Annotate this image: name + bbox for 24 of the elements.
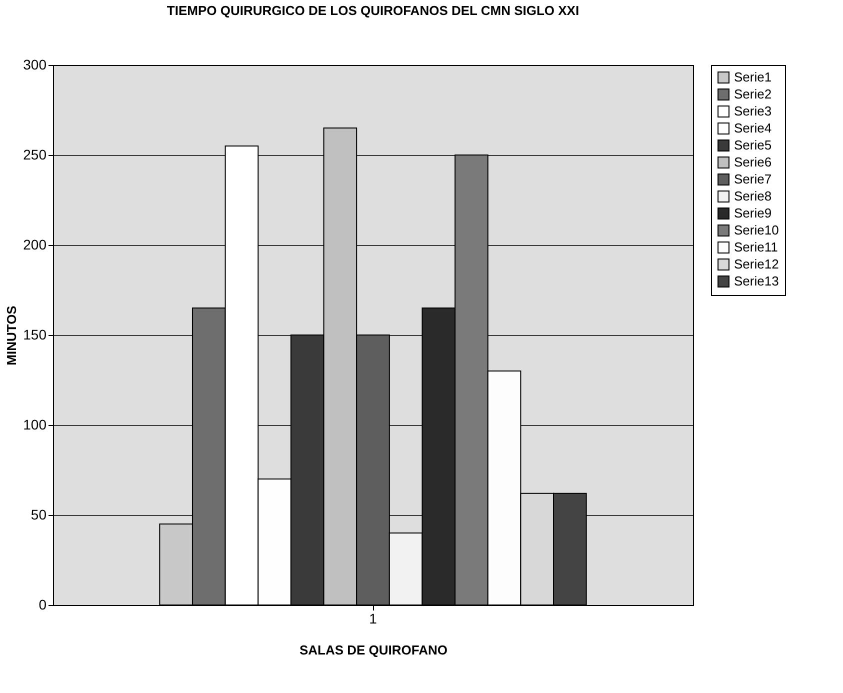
y-axis-title: MINUTOS [4,305,20,366]
legend-label: Serie4 [734,120,772,136]
y-tick-label: 150 [23,326,47,342]
y-tick-label: 300 [23,56,47,72]
legend-label: Serie13 [734,274,779,288]
legend-label: Serie9 [734,206,772,220]
x-axis-title: SALAS DE QUIROFANO [299,642,448,658]
legend-label: Serie1 [734,70,772,84]
legend-label: Serie6 [734,154,772,170]
y-tick-label: 250 [23,146,47,162]
legend-label: Serie2 [734,86,772,102]
y-tick-label: 100 [23,416,47,432]
x-tick-label: 1 [369,610,378,626]
legend-label: Serie8 [734,188,772,204]
legend-label: Serie10 [734,222,779,238]
legend-label: Serie5 [734,138,772,152]
chart-title: TIEMPO QUIRURGICO DE LOS QUIROFANOS DEL CMN SIGLO XXI [166,3,580,18]
legend-label: Serie11 [734,240,778,254]
y-tick-label: 50 [30,506,47,522]
y-tick-label: 200 [23,236,47,252]
legend-label: Serie3 [734,104,772,118]
legend-label: Serie7 [734,172,772,186]
legend-label: Serie12 [734,256,779,272]
y-tick-label: 0 [38,596,47,612]
